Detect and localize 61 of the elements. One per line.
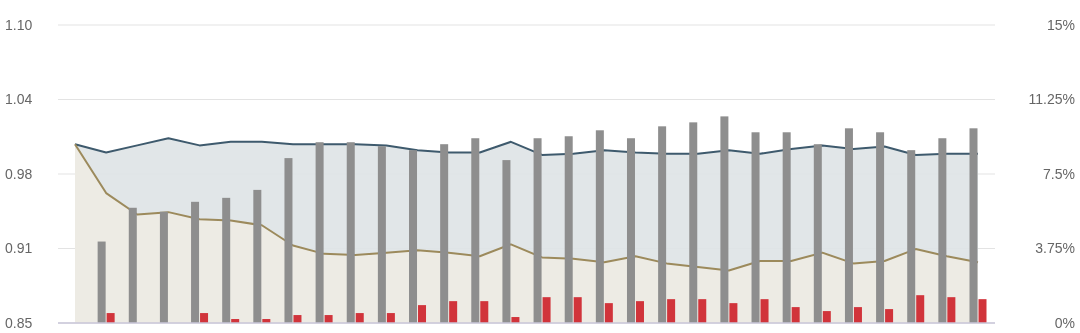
bar [191, 201, 200, 323]
y-tick-label: 0.98 [5, 165, 33, 182]
bar [782, 132, 791, 323]
bar [689, 122, 698, 323]
y-tick-label: 1.10 [5, 16, 33, 33]
bar [635, 301, 644, 323]
bar [542, 297, 551, 323]
bar [822, 311, 831, 323]
bar [418, 305, 427, 323]
bar [346, 142, 355, 323]
bar [885, 309, 894, 323]
bar [253, 189, 262, 323]
bar [284, 158, 293, 323]
bar [200, 313, 209, 323]
bar [853, 307, 862, 323]
bar [720, 116, 729, 323]
bar [128, 207, 137, 323]
y2-tick-label: 11.25% [1028, 91, 1075, 108]
bar [604, 303, 613, 323]
y-tick-label: 0.85 [5, 314, 33, 331]
bar [471, 138, 480, 323]
bar [760, 299, 769, 323]
bar [222, 197, 231, 323]
bar [969, 128, 978, 323]
bar [440, 144, 449, 323]
bar [751, 132, 760, 323]
bar [729, 303, 738, 323]
y2-tick-label: 0% [1054, 314, 1075, 331]
y-tick-label: 1.04 [5, 91, 33, 108]
bar [106, 313, 115, 323]
bar [377, 146, 386, 323]
bar [480, 301, 489, 323]
y-tick-label: 0.91 [5, 240, 33, 257]
bar [813, 144, 822, 323]
bar [938, 138, 947, 323]
bar [409, 150, 418, 323]
bar [626, 138, 635, 323]
bar [355, 313, 364, 323]
bar [533, 138, 542, 323]
bar [916, 295, 925, 323]
bar [564, 136, 573, 323]
y2-tick-label: 7.5% [1043, 165, 1075, 182]
bar [315, 142, 324, 323]
y2-tick-label: 15% [1046, 16, 1075, 33]
bar [449, 301, 458, 323]
bar [658, 126, 667, 323]
bar [159, 211, 168, 323]
bar [698, 299, 707, 323]
bar [595, 130, 604, 323]
bar [907, 150, 916, 323]
bar [876, 132, 885, 323]
bar [97, 241, 106, 323]
bar [947, 297, 956, 323]
bar [667, 299, 676, 323]
bar [573, 297, 582, 323]
y2-tick-label: 3.75% [1035, 240, 1075, 257]
bar [978, 299, 987, 323]
bar [844, 128, 853, 323]
bar [386, 313, 395, 323]
bar [791, 307, 800, 323]
bar [502, 160, 511, 323]
